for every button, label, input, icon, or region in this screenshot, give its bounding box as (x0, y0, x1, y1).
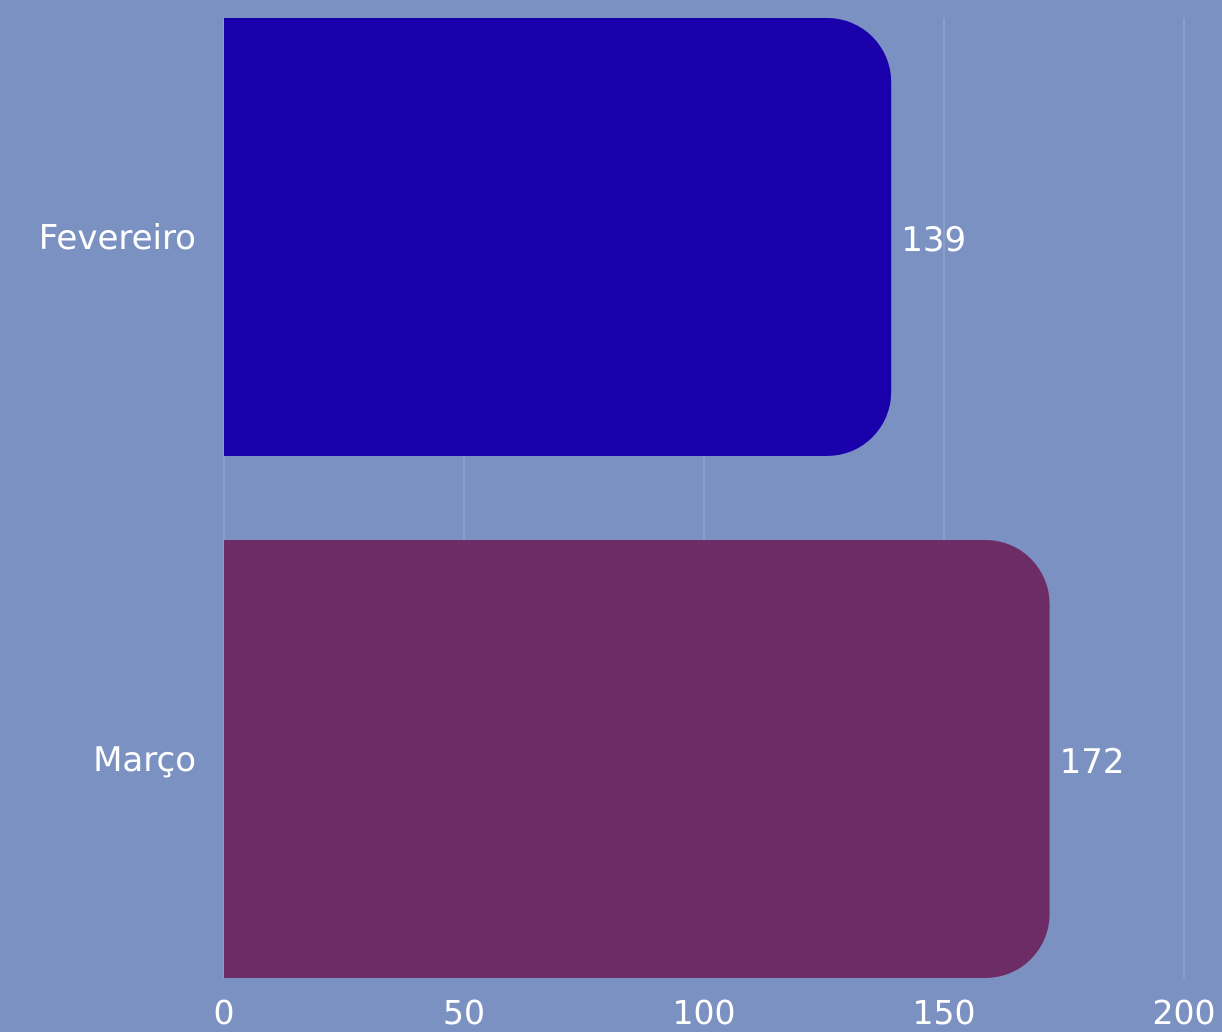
labels: 0 50 100 150 200 Fevereiro 139 Março 172 (39, 218, 1216, 1032)
x-tick-label-150: 150 (913, 993, 976, 1027)
x-tick-label-50: 50 (443, 993, 485, 1027)
value-label-março: 172 (1060, 742, 1125, 782)
bar-fevereiro (224, 18, 892, 456)
x-tick-label-200: 200 (1153, 993, 1216, 1027)
x-tick-label-100: 100 (673, 993, 736, 1027)
category-label-fevereiro: Fevereiro (39, 218, 196, 258)
x-tick-label-0: 0 (214, 993, 235, 1027)
value-label-fevereiro: 139 (901, 220, 966, 260)
category-label-março: Março (93, 740, 196, 780)
bars (224, 18, 1050, 978)
bar-março (224, 540, 1050, 978)
